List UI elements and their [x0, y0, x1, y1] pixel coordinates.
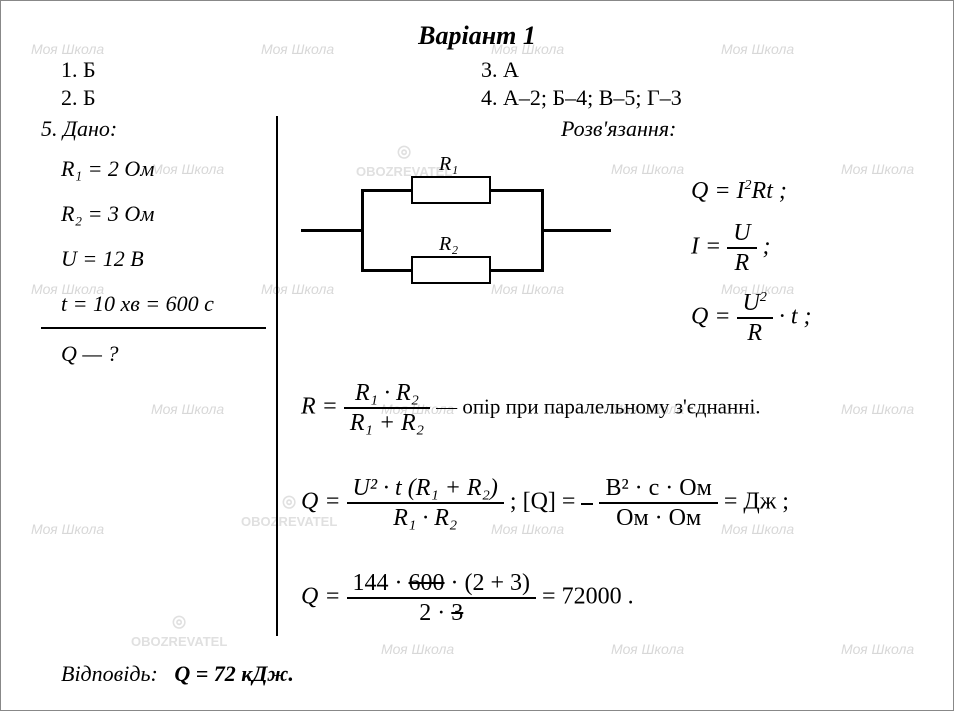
formula-q-full: Q = U² · t (R₁ + R₂) R₁ · R₂ ; [Q] = В² … — [301, 476, 789, 530]
watermark: Моя Школа — [151, 161, 224, 177]
answer-1: 1. Б — [61, 57, 96, 83]
formula-q-u2r: Q = U2 R · t ; — [691, 291, 812, 345]
watermark: Моя Школа — [31, 521, 104, 537]
watermark: Моя Школа — [611, 161, 684, 177]
circuit-diagram: R₁ R₂ — [301, 161, 621, 301]
page-title: Варіант 1 — [1, 21, 953, 51]
given-divider — [41, 327, 266, 329]
answer-2: 2. Б — [61, 85, 96, 111]
given-r1: R₁ = 2 Ом — [61, 156, 154, 182]
given-r2: R₂ = 3 Ом — [61, 201, 154, 227]
formula-r-parallel: R = R₁ · R₂ R₁ + R₂ — опір при паралельн… — [301, 381, 761, 435]
given-t: t = 10 хв = 600 с — [61, 291, 214, 317]
formula-i: I = U R ; — [691, 221, 771, 275]
watermark: Моя Школа — [841, 401, 914, 417]
watermark: Моя Школа — [841, 641, 914, 657]
watermark-logo: ⌾ OBOZREVATEL — [131, 611, 227, 649]
formula-q-irt: Q = I2Rt ; — [691, 179, 787, 203]
formula-calc: Q = 144 · 600 · (2 + 3) 2 · 3 = 72000 . — [301, 571, 634, 625]
watermark: Моя Школа — [841, 161, 914, 177]
answer-4: 4. А–2; Б–4; В–5; Г–3 — [481, 85, 682, 111]
given-label: 5. Дано: — [41, 116, 117, 142]
resistor-r2 — [411, 256, 491, 284]
resistor-r2-label: R₂ — [439, 233, 458, 256]
given-q: Q — ? — [61, 341, 118, 367]
given-u: U = 12 В — [61, 246, 144, 272]
watermark: Моя Школа — [611, 641, 684, 657]
vertical-divider — [276, 116, 278, 636]
resistor-r1 — [411, 176, 491, 204]
resistor-r1-label: R₁ — [439, 153, 458, 176]
final-answer: Відповідь: Q = 72 кДж. — [61, 661, 294, 687]
watermark: Моя Школа — [151, 401, 224, 417]
watermark: Моя Школа — [381, 641, 454, 657]
solution-label: Розв'язання: — [561, 116, 676, 142]
answer-3: 3. А — [481, 57, 519, 83]
